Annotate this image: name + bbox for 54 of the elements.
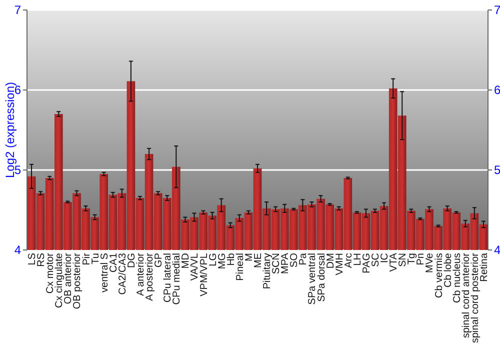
x-tick-label: GP: [154, 252, 165, 268]
y2-tick-label: 6: [494, 83, 500, 98]
x-tick-label: SCN: [271, 253, 282, 274]
x-tick-label: OB posterior: [72, 252, 84, 310]
x-tick-label: LG: [208, 252, 219, 266]
x-tick-label: Arc: [343, 253, 354, 268]
x-tick-label: VTA: [388, 252, 400, 272]
x-tick-label: spinal cord posterior: [470, 252, 481, 344]
x-tick-label: Pineal: [234, 253, 246, 281]
x-tick-label: Cx cingulate: [54, 252, 66, 308]
x-tick-label: Pituitary: [262, 253, 274, 290]
x-tick-label: Tu: [90, 253, 102, 264]
x-tick-label: SN: [398, 253, 409, 267]
x-tick-label: Pn: [416, 253, 427, 266]
x-tick-label: Cb vermis: [434, 253, 445, 298]
x-tick-label: IC: [380, 253, 391, 263]
x-tick-label: Hb: [226, 252, 237, 266]
x-tick-label: A anterior: [135, 252, 146, 296]
x-tick-label: DG: [126, 252, 138, 268]
y-tick-label: 4: [14, 243, 22, 258]
y2-tick-label: 5: [494, 163, 500, 178]
x-tick-label: LS: [27, 252, 38, 266]
x-tick-label: ME: [253, 252, 264, 268]
x-tick-label: Tg: [406, 253, 418, 265]
x-tick-label: Pir: [81, 252, 92, 266]
x-tick-label: MG: [216, 252, 228, 270]
x-tick-label: LH: [352, 253, 364, 266]
x-tick-label: Pa: [298, 252, 310, 266]
y-tick-label: 7: [14, 3, 22, 18]
x-tick-label: Cb lobe: [442, 252, 454, 288]
x-tick-label: VMH: [334, 253, 346, 276]
y2-tick-label: 4: [494, 243, 500, 258]
x-tick-label: PAG: [361, 252, 372, 274]
x-tick-label: VPM/VPL: [198, 252, 210, 296]
x-tick-label: CPu medial: [172, 253, 183, 305]
x-tick-label: SPa ventral: [307, 253, 318, 305]
x-tick-label: MPA: [280, 252, 292, 274]
x-tick-label: ventral S: [99, 252, 110, 292]
x-tick-label: CA1: [108, 252, 120, 272]
x-tick-label: OB anterior: [63, 252, 74, 304]
x-tick-label: M: [244, 253, 255, 262]
x-tick-label: spinal cord anterior: [460, 252, 472, 338]
x-tick-label: Cb nucleus: [452, 253, 463, 304]
y2-tick-label: 7: [494, 3, 500, 18]
x-tick-label: RS: [36, 252, 48, 267]
x-tick-label: CA2/CA3: [117, 252, 128, 295]
x-tick-label: MVe: [424, 252, 436, 274]
x-tick-label: DM: [325, 253, 336, 269]
x-tick-label: SPa dorsal: [316, 253, 328, 302]
x-tick-label: Retina: [478, 252, 490, 282]
x-tick-label: SO: [289, 252, 300, 268]
x-tick-label: A posterior: [144, 252, 156, 301]
x-tick-label: VA/VL: [190, 252, 201, 281]
x-tick-label: SC: [370, 253, 382, 267]
